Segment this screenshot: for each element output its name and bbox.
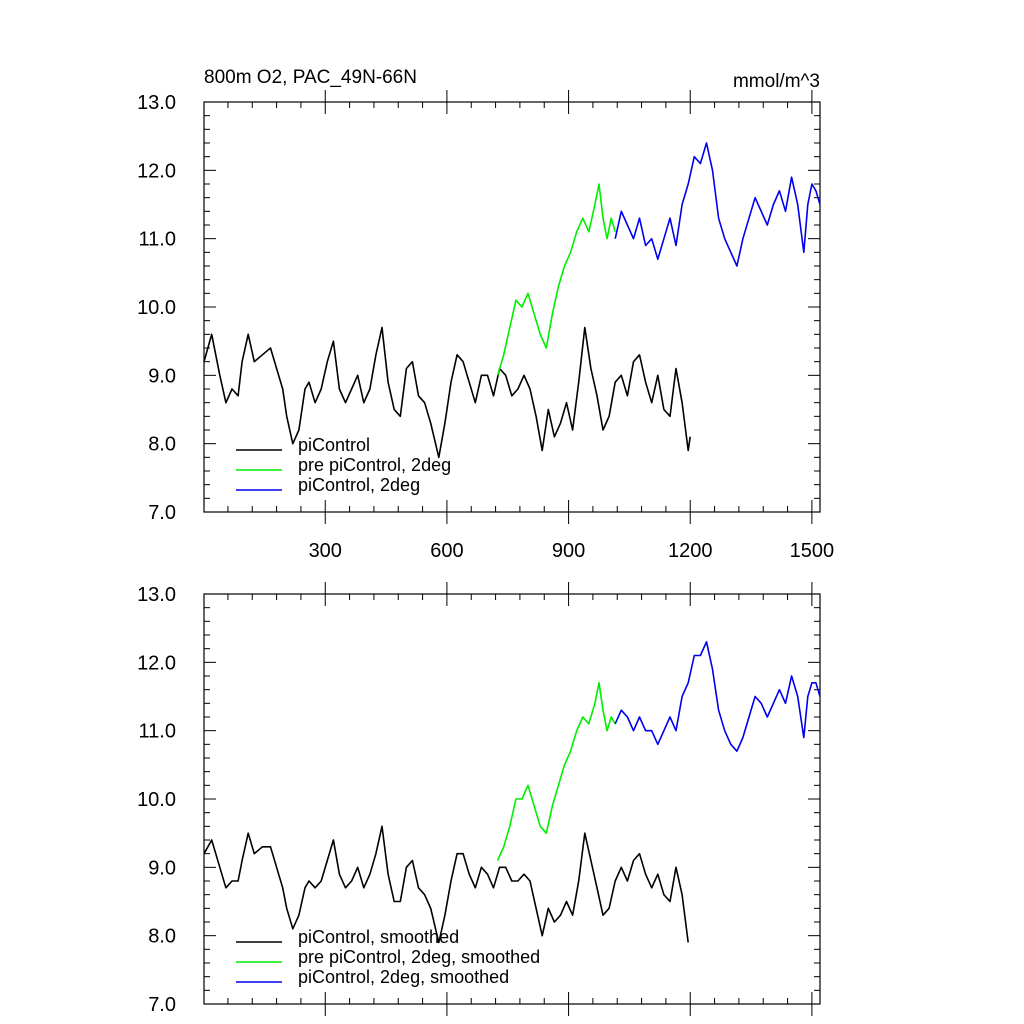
y-tick-label: 13.0 [137,584,176,606]
y-tick-label: 11.0 [139,721,176,743]
legend-label: piControl [298,435,370,455]
x-tick-label: 900 [552,540,585,562]
chart-units-label: mmol/m^3 [733,71,820,92]
legend-label: piControl, 2deg [298,475,420,495]
legend-label: piControl, smoothed [298,927,459,947]
plot-frame [203,593,821,1005]
series-line-3 [614,640,821,753]
series-line-3 [614,142,821,267]
x-tick-label: 300 [309,540,342,562]
series-line-1 [203,326,691,459]
y-tick-label: 13.0 [137,92,176,114]
chart-title-left: 800m O2, PAC_49N-66N [204,67,417,88]
series-line-2 [496,681,616,861]
series-line-1 [203,825,689,944]
x-tick-label: 1500 [790,540,835,562]
y-tick-label: 10.0 [137,789,176,811]
x-tick-label: 1200 [668,540,713,562]
y-tick-label: 8.0 [148,434,176,456]
legend-label: pre piControl, 2deg, smoothed [298,947,540,967]
legend-label: piControl, 2deg, smoothed [298,967,509,987]
top-line-plot: 7.0 8.0 9.0 10.0 11.0 12.0 13.0 300 600 900 1200 15… [137,90,834,562]
y-tick-label: 11.0 [139,229,176,251]
legend-label: pre piControl, 2deg [298,455,451,475]
plot-frame [203,101,821,513]
y-tick-label: 10.0 [137,297,176,319]
y-tick-label: 7.0 [148,502,176,524]
bottom-line-plot-smoothed: 7.0 8.0 9.0 10.0 11.0 12.0 13.0 piControl, smoo… [137,582,821,1016]
y-tick-label: 7.0 [148,994,176,1016]
y-tick-label: 9.0 [148,365,176,387]
y-tick-label: 12.0 [137,160,176,182]
series-line-2 [496,183,616,376]
x-tick-label: 600 [430,540,463,562]
y-tick-label: 8.0 [148,926,176,948]
y-tick-label: 12.0 [137,652,176,674]
y-tick-label: 9.0 [148,857,176,879]
